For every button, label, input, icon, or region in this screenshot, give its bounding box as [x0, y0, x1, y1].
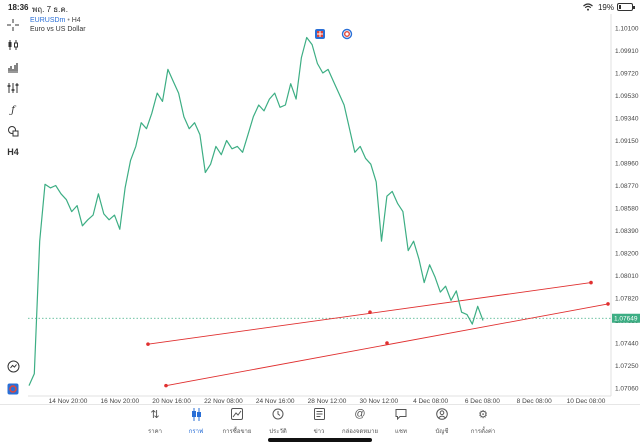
time-axis-label: 16 Nov 20:00: [100, 398, 139, 404]
time-axis-label: 8 Dec 08:00: [517, 398, 552, 404]
trendline-handle[interactable]: [368, 310, 372, 315]
timeframe-icon[interactable]: H4: [7, 147, 19, 157]
nav-trade[interactable]: การซื้อขาย: [215, 408, 259, 436]
time-axis: 14 Nov 20:00 16 Nov 20:00 20 Nov 16:00 22 N…: [49, 398, 606, 404]
current-price-label: 1.07649: [614, 316, 638, 323]
time-axis-label: 10 Dec 08:00: [567, 398, 606, 404]
time-axis-label: 30 Nov 12:00: [359, 398, 398, 404]
history-icon: [256, 408, 300, 424]
chart-candles-icon: [174, 408, 218, 424]
price-axis-label: 1.09720: [615, 71, 639, 78]
trendline-handle[interactable]: [589, 280, 593, 285]
settings-icon: ⚙: [478, 409, 488, 421]
battery-percent: 19%: [597, 3, 614, 12]
price-axis-label: 1.07440: [615, 341, 639, 348]
chart-toolbar: ƒ H4: [0, 14, 26, 404]
price-axis-label: 1.08390: [615, 228, 639, 235]
price-axis-label: 1.08010: [615, 273, 639, 280]
nav-history[interactable]: ประวัติ: [256, 408, 300, 436]
symbol-description: Euro vs US Dollar: [30, 26, 86, 33]
battery-level: [619, 5, 622, 9]
mailbox-icon: @: [354, 408, 366, 420]
time-axis-label: 28 Nov 12:00: [308, 398, 347, 404]
broker-logo-icon[interactable]: [4, 380, 22, 398]
price-axis-label: 1.07060: [615, 386, 639, 393]
sync-badge-icon[interactable]: [341, 28, 353, 40]
news-icon: [297, 408, 341, 424]
trendline-handle[interactable]: [146, 342, 150, 346]
battery-icon: [617, 3, 635, 11]
home-indicator: [268, 438, 372, 442]
time-axis-label: 24 Nov 16:00: [256, 398, 295, 404]
time-axis-label: 4 Dec 08:00: [413, 398, 448, 404]
quick-trade-icon[interactable]: [4, 357, 22, 375]
nav-mailbox[interactable]: @ กล่องจดหมาย: [338, 408, 382, 436]
price-axis-label: 1.10100: [615, 26, 639, 33]
trendline-handle[interactable]: [606, 302, 610, 306]
function-icon[interactable]: ƒ: [11, 104, 15, 116]
nav-chart[interactable]: กราฟ: [174, 408, 218, 436]
quotes-icon: ⇅: [150, 409, 160, 421]
status-date: พฤ. 7 ธ.ค.: [32, 5, 68, 14]
symbol-timeframe: H4: [71, 17, 81, 24]
price-axis-label: 1.09340: [615, 116, 639, 123]
nav-account[interactable]: บัญชี: [420, 408, 464, 436]
price-axis-label: 1.07250: [615, 363, 639, 370]
price-axis: 1.10100 1.09910 1.09720 1.09530 1.09340 1.091…: [615, 26, 639, 393]
price-axis-label: 1.08200: [615, 251, 639, 258]
crosshair-icon[interactable]: [4, 16, 22, 34]
status-bar: 18:36 พฤ. 7 ธ.ค. 19%: [0, 0, 640, 14]
symbol-header[interactable]: EURUSDm • H4 Euro vs US Dollar: [30, 16, 86, 34]
time-axis-label: 6 Dec 08:00: [465, 398, 500, 404]
trade-badge-icon[interactable]: [315, 29, 325, 39]
trendline-handle[interactable]: [164, 383, 168, 388]
trendlines[interactable]: [146, 280, 610, 388]
price-axis-label: 1.09910: [615, 48, 639, 55]
chat-icon: [379, 408, 423, 424]
price-axis-label: 1.09530: [615, 93, 639, 100]
status-time: 18:36: [8, 3, 29, 12]
price-axis-label: 1.08580: [615, 206, 639, 213]
price-line: [28, 36, 484, 386]
nav-news[interactable]: ข่าว: [297, 408, 341, 436]
shapes-icon[interactable]: [4, 122, 22, 140]
trade-icon: [215, 408, 259, 424]
nav-settings[interactable]: ⚙ การตั้งค่า: [461, 408, 505, 436]
time-axis-label: 22 Nov 08:00: [204, 398, 243, 404]
time-axis-label: 20 Nov 16:00: [152, 398, 191, 404]
time-axis-label: 14 Nov 20:00: [49, 398, 88, 404]
price-axis-label: 1.08960: [615, 161, 639, 168]
nav-quotes[interactable]: ⇅ ราคา: [133, 408, 177, 436]
price-axis-label: 1.09150: [615, 138, 639, 145]
account-icon: [420, 408, 464, 424]
price-chart[interactable]: 1.10100 1.09910 1.09720 1.09530 1.09340 1.091…: [0, 14, 640, 404]
symbol-name[interactable]: EURUSDm: [30, 17, 66, 24]
chart-type-icon[interactable]: [4, 36, 22, 54]
price-axis-label: 1.07820: [615, 296, 639, 303]
symbol-separator: •: [67, 17, 70, 24]
wifi-icon: [583, 3, 593, 11]
nav-chat[interactable]: แชท: [379, 408, 423, 436]
indicators-icon[interactable]: [4, 58, 22, 76]
settings-sliders-icon[interactable]: [4, 79, 22, 97]
price-axis-label: 1.08770: [615, 183, 639, 190]
current-price-tag: 1.07649: [612, 313, 640, 323]
trendline-handle[interactable]: [385, 341, 389, 345]
